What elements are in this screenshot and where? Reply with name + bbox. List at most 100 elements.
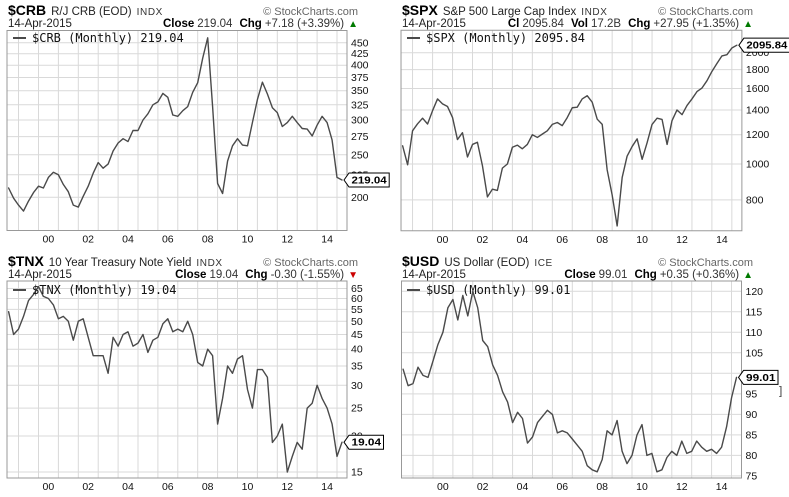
x-axis-tick-label: 00 <box>437 234 449 246</box>
chart-legend: $SPX (Monthly) 2095.84 <box>407 31 585 45</box>
price-chart-crb: 2002252502753003253503754004254500002040… <box>6 30 390 246</box>
x-axis-tick-label: 14 <box>321 234 333 246</box>
x-axis-tick-label: 14 <box>716 481 728 493</box>
y-axis-tick-label: 120 <box>746 286 764 298</box>
y-axis-tick-label: 1000 <box>746 159 770 171</box>
x-axis-tick-label: 08 <box>202 234 214 246</box>
exchange: INDX <box>136 7 163 18</box>
y-axis-tick-label: 200 <box>351 192 369 204</box>
y-axis-tick-label: 90 <box>746 409 758 421</box>
price-chart-tnx: 1520253035404550556065000204060810121419… <box>6 280 384 493</box>
copyright: © StockCharts.com <box>658 6 753 18</box>
symbol-name: US Dollar (EOD) <box>444 257 530 269</box>
y-axis-tick-label: 275 <box>351 131 369 143</box>
y-axis-tick-label: 1400 <box>746 104 770 116</box>
symbol-name: 10 Year Treasury Note Yield <box>48 257 192 269</box>
symbol: $USD <box>402 253 440 269</box>
last-price-tag-label: 99.01 <box>746 373 776 384</box>
x-axis-tick-label: 04 <box>516 234 528 246</box>
chart-panel-crb[interactable]: $CRB R/J CRB (EOD) INDX © StockCharts.co… <box>0 0 394 249</box>
x-axis-tick-label: 04 <box>517 481 529 493</box>
plot-area <box>401 281 742 478</box>
x-axis-tick-label: 12 <box>281 234 293 246</box>
chart-header-spx: $SPX S&P 500 Large Cap Index INDX © Stoc… <box>402 2 753 30</box>
y-axis-tick-label: 800 <box>746 194 764 206</box>
month-range-bracket: ] <box>779 383 782 397</box>
copyright: © StockCharts.com <box>263 6 358 18</box>
price-line <box>401 44 738 227</box>
change-up-icon: ▲ <box>743 270 753 281</box>
y-axis-tick-label: 450 <box>351 37 369 49</box>
quote-summary: Close 219.04 Chg +7.18 (+3.39%) ▲ <box>162 18 358 30</box>
y-axis-tick-label: 1800 <box>746 64 770 76</box>
x-axis-tick-label: 00 <box>43 481 55 493</box>
x-axis-tick-label: 04 <box>122 234 134 246</box>
copyright: © StockCharts.com <box>658 257 753 269</box>
x-axis-tick-label: 00 <box>437 481 449 493</box>
x-axis-tick-label: 06 <box>162 234 174 246</box>
line-swatch <box>13 37 26 39</box>
y-axis-tick-label: 95 <box>746 388 758 400</box>
last-price-tag-label: 219.04 <box>352 176 388 187</box>
y-axis-tick-label: 400 <box>351 60 369 72</box>
x-axis-tick-label: 08 <box>202 481 214 493</box>
y-axis-tick-label: 1200 <box>746 129 770 141</box>
x-axis-tick-label: 02 <box>477 234 489 246</box>
y-axis-tick-label: 325 <box>351 99 369 111</box>
y-axis-tick-label: 375 <box>351 72 369 84</box>
last-price-tag-label: 19.04 <box>352 438 382 449</box>
x-axis-tick-label: 12 <box>281 481 293 493</box>
y-axis-tick-label: 40 <box>351 344 363 356</box>
symbol: $SPX <box>402 2 438 18</box>
legend-label: $USD (Monthly) 99.01 <box>426 283 571 297</box>
y-axis-tick-label: 350 <box>351 85 369 97</box>
y-axis-tick-label: 60 <box>351 293 363 305</box>
exchange: INDX <box>196 258 223 269</box>
copyright: © StockCharts.com <box>263 257 358 269</box>
price-line <box>402 290 738 473</box>
y-axis-tick-label: 110 <box>746 327 763 339</box>
x-axis-tick-label: 14 <box>716 234 728 246</box>
legend-label: $TNX (Monthly) 19.04 <box>32 283 177 297</box>
y-axis-tick-label: 85 <box>746 429 758 441</box>
y-axis-tick-label: 105 <box>746 347 764 359</box>
chart-legend: $CRB (Monthly) 219.04 <box>13 31 184 45</box>
last-price-tag <box>737 369 779 385</box>
y-axis-tick-label: 425 <box>351 48 369 60</box>
chart-panel-tnx[interactable]: $TNX 10 Year Treasury Note Yield INDX © … <box>0 249 394 497</box>
x-axis-tick-label: 10 <box>242 481 254 493</box>
x-axis-tick-label: 10 <box>636 234 648 246</box>
last-price-tag <box>343 172 390 188</box>
chart-header-crb: $CRB R/J CRB (EOD) INDX © StockCharts.co… <box>8 2 358 30</box>
chart-legend: $USD (Monthly) 99.01 <box>407 283 571 297</box>
quote-date: 14-Apr-2015 <box>8 18 72 30</box>
exchange: INDX <box>581 7 608 18</box>
plot-border <box>400 29 743 232</box>
plot-area <box>401 30 742 231</box>
symbol: $CRB <box>8 2 47 18</box>
y-axis-tick-label: 55 <box>351 304 363 316</box>
plot-area <box>7 281 347 478</box>
symbol-name: R/J CRB (EOD) <box>51 6 132 18</box>
symbol-name: S&P 500 Large Cap Index <box>442 6 577 18</box>
x-axis-tick-label: 14 <box>321 481 333 493</box>
chart-panel-spx[interactable]: $SPX S&P 500 Large Cap Index INDX © Stoc… <box>394 0 789 249</box>
y-axis-tick-label: 15 <box>351 467 363 479</box>
quote-summary: Close 99.01 Chg +0.35 (+0.36%) ▲ <box>564 269 753 281</box>
quote-summary: Cl 2095.84 Vol 17.2B Chg +27.95 (+1.35%) ▲ <box>507 18 753 30</box>
quote-date: 14-Apr-2015 <box>402 18 466 30</box>
plot-border <box>6 280 348 479</box>
y-axis-tick-label: 30 <box>351 380 363 392</box>
last-price-tag <box>738 37 789 53</box>
chart-panel-usd[interactable]: $USD US Dollar (EOD) ICE © StockCharts.c… <box>394 249 789 497</box>
y-axis-tick-label: 1600 <box>746 83 770 95</box>
x-axis-tick-label: 06 <box>556 234 568 246</box>
price-line <box>7 37 343 212</box>
x-axis-tick-label: 06 <box>556 481 568 493</box>
y-axis-tick-label: 300 <box>351 115 369 127</box>
line-swatch <box>407 289 420 291</box>
x-axis-tick-label: 08 <box>596 481 608 493</box>
legend-label: $SPX (Monthly) 2095.84 <box>426 31 585 45</box>
